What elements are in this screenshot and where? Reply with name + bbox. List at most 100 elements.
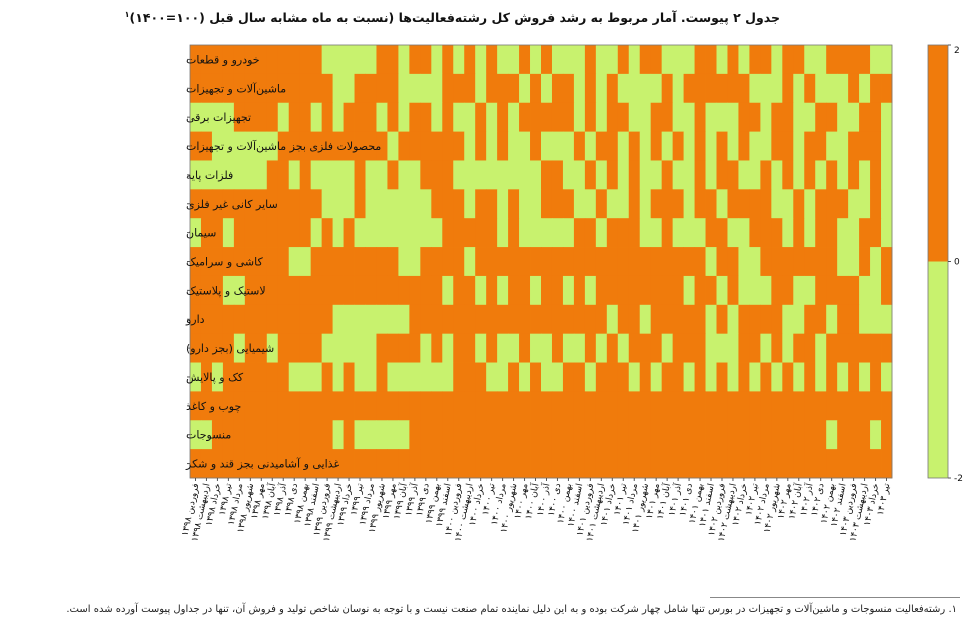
- heatmap-cell: [420, 247, 432, 277]
- heatmap-cell: [310, 160, 323, 190]
- row-label: منسوجات: [186, 429, 231, 442]
- heatmap-cell: [442, 102, 454, 132]
- heatmap-cell: [321, 160, 333, 190]
- heatmap-cell: [508, 45, 520, 75]
- heatmap-cell: [771, 362, 783, 392]
- heatmap-cell: [343, 333, 355, 363]
- heatmap-cell: [606, 247, 619, 277]
- heatmap-cell: [222, 218, 235, 248]
- heatmap-cell: [453, 362, 465, 392]
- heatmap-cell: [431, 420, 443, 450]
- heatmap-cell: [639, 45, 652, 75]
- heatmap-cell: [211, 45, 224, 75]
- heatmap-cell: [343, 73, 355, 104]
- heatmap-cell: [541, 45, 553, 75]
- heatmap-cell: [837, 362, 849, 392]
- heatmap-cell: [530, 131, 542, 161]
- heatmap-cell: [848, 275, 860, 306]
- heatmap-cell: [661, 160, 674, 190]
- heatmap-cell: [617, 131, 630, 161]
- heatmap-cell: [200, 73, 213, 104]
- heatmap-cell: [859, 73, 871, 104]
- heatmap-cell: [277, 218, 290, 248]
- heatmap-cell: [683, 131, 695, 161]
- heatmap-cell: [562, 131, 575, 161]
- heatmap-cell: [321, 333, 333, 363]
- heatmap-cell: [541, 449, 553, 479]
- heatmap-cell: [760, 45, 772, 75]
- heatmap-cell: [255, 73, 268, 104]
- heatmap-cell: [519, 218, 531, 248]
- heatmap-cell: [617, 189, 630, 219]
- heatmap-cell: [475, 449, 487, 479]
- heatmap-cell: [826, 102, 838, 132]
- heatmap-cell: [650, 449, 663, 479]
- heatmap-cell: [782, 102, 794, 132]
- heatmap-cell: [705, 247, 717, 277]
- heatmap-cell: [848, 45, 860, 75]
- heatmap-cell: [639, 362, 652, 392]
- heatmap-cell: [782, 160, 794, 190]
- heatmap-cell: [387, 391, 399, 421]
- heatmap-cell: [804, 102, 816, 132]
- heatmap-cell: [431, 160, 443, 190]
- heatmap-cell: [497, 73, 509, 104]
- heatmap-cell: [409, 160, 421, 190]
- heatmap-cell: [332, 73, 344, 104]
- heatmap-cell: [650, 304, 663, 335]
- heatmap-cell: [749, 391, 761, 421]
- heatmap-cell: [398, 449, 410, 479]
- heatmap-cell: [277, 333, 290, 363]
- heatmap-cell: [705, 45, 717, 75]
- heatmap-cell: [815, 304, 827, 335]
- heatmap-cell: [848, 73, 860, 104]
- heatmap-cell: [541, 304, 553, 335]
- heatmap-cell: [222, 362, 235, 392]
- heatmap-cell: [650, 218, 663, 248]
- heatmap-cell: [321, 391, 333, 421]
- heatmap-cell: [573, 275, 586, 306]
- heatmap-cell: [738, 304, 750, 335]
- heatmap-cell: [233, 304, 246, 335]
- heatmap-cell: [497, 218, 509, 248]
- heatmap-cell: [420, 304, 432, 335]
- heatmap-cell: [672, 45, 684, 75]
- heatmap-cell: [870, 160, 882, 190]
- heatmap-cell: [497, 102, 509, 132]
- heatmap-cell: [530, 218, 542, 248]
- heatmap-cell: [584, 160, 597, 190]
- heatmap-cell: [409, 218, 421, 248]
- heatmap-cell: [387, 189, 399, 219]
- heatmap-cell: [551, 420, 564, 450]
- heatmap-cell: [288, 102, 301, 132]
- heatmap-cell: [519, 304, 531, 335]
- heatmap-cell: [782, 420, 794, 450]
- heatmap-cell: [464, 449, 476, 479]
- heatmap-cell: [760, 391, 772, 421]
- heatmap-cell: [244, 362, 257, 392]
- heatmap-cell: [398, 160, 410, 190]
- heatmap-cell: [530, 275, 542, 306]
- heatmap-cell: [211, 160, 224, 190]
- heatmap-cell: [661, 131, 674, 161]
- heatmap-cell: [617, 391, 630, 421]
- heatmap-cell: [793, 45, 805, 75]
- heatmap-cell: [837, 189, 849, 219]
- heatmap-cell: [639, 449, 652, 479]
- heatmap-cell: [617, 102, 630, 132]
- heatmap-cell: [277, 247, 290, 277]
- heatmap-cell: [387, 131, 399, 161]
- heatmap-cell: [508, 160, 520, 190]
- heatmap-cell: [255, 45, 268, 75]
- heatmap-cell: [464, 275, 476, 306]
- heatmap-cell: [782, 189, 794, 219]
- heatmap-cell: [628, 333, 641, 363]
- heatmap-cell: [409, 73, 421, 104]
- heatmap-cell: [244, 102, 257, 132]
- heatmap-cell: [442, 189, 454, 219]
- heatmap-cell: [200, 275, 213, 306]
- row-label: سیمان: [186, 227, 216, 240]
- heatmap-cell: [475, 420, 487, 450]
- heatmap-cell: [727, 189, 739, 219]
- heatmap-cell: [562, 102, 575, 132]
